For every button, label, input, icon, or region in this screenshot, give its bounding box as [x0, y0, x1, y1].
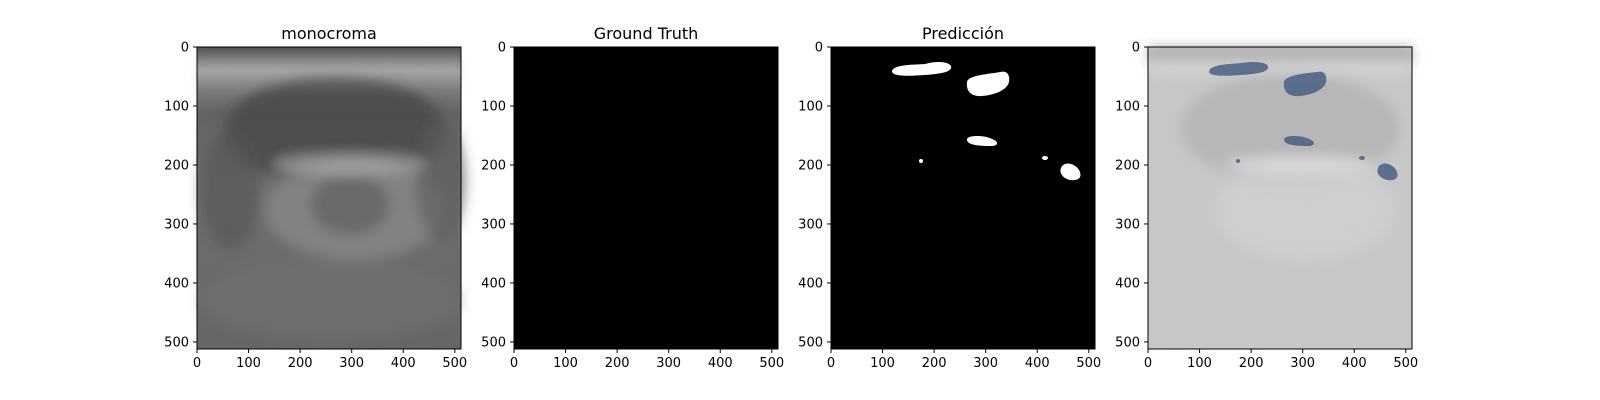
panel-1 [197, 47, 465, 349]
y-tick-label: 500 [1115, 335, 1140, 350]
x-tick-label: 300 [656, 356, 681, 371]
y-tick-label: 0 [1132, 41, 1140, 56]
prediction-blob [1060, 163, 1081, 181]
panel-3-image [831, 47, 1095, 349]
y-tick-label: 0 [815, 41, 823, 56]
y-tick-label: 300 [481, 217, 506, 232]
y-tick-label: 200 [164, 158, 189, 173]
x-tick-label: 200 [288, 356, 313, 371]
y-tick-label: 500 [798, 335, 823, 350]
y-tick-label: 0 [181, 41, 189, 56]
x-tick-label: 0 [510, 356, 518, 371]
panel-title: Ground Truth [594, 24, 699, 43]
overlay-blob [1236, 159, 1240, 163]
prediction-blob [919, 159, 923, 163]
x-tick-label: 0 [193, 356, 201, 371]
x-tick-label: 500 [759, 356, 784, 371]
y-tick-label: 100 [1115, 99, 1140, 114]
panel-4 [1148, 47, 1412, 349]
panel-3 [831, 47, 1095, 349]
y-tick-label: 100 [798, 99, 823, 114]
y-tick-label: 100 [481, 99, 506, 114]
x-tick-label: 100 [1187, 356, 1212, 371]
y-tick-label: 400 [1115, 276, 1140, 291]
x-tick-label: 400 [708, 356, 733, 371]
axes-frame [196, 46, 462, 350]
x-tick-label: 200 [922, 356, 947, 371]
overlay-blob [1283, 136, 1315, 146]
x-tick-label: 500 [1076, 356, 1101, 371]
panel-3-axes: Predicción 0 100 200 300 400 500 0 100 200 300 400 5… [798, 24, 1101, 371]
y-tick-label: 100 [164, 99, 189, 114]
x-tick-label: 500 [442, 356, 467, 371]
y-tick-label: 200 [481, 158, 506, 173]
prediction-blob [966, 136, 998, 146]
y-tick-label: 200 [1115, 158, 1140, 173]
x-tick-label: 100 [870, 356, 895, 371]
x-tick-label: 0 [827, 356, 835, 371]
overlay-blob [1359, 156, 1365, 160]
prediction-blobs [892, 61, 1081, 181]
overlay-blob [1283, 71, 1327, 97]
panel-1-axes: monocroma 0 100 200 300 400 500 0 100 200 300 400 50… [164, 24, 467, 371]
panel-4-axes: 0 100 200 300 400 500 0 100 200 300 400 500 [1115, 41, 1418, 372]
x-tick-label: 400 [391, 356, 416, 371]
prediction-blob [1042, 156, 1048, 160]
panel-title: monocroma [281, 24, 377, 43]
y-tick-label: 400 [164, 276, 189, 291]
prediction-blob [892, 61, 952, 76]
x-tick-label: 300 [339, 356, 364, 371]
y-tick-label: 0 [498, 41, 506, 56]
x-tick-label: 200 [1239, 356, 1264, 371]
x-tick-label: 300 [1290, 356, 1315, 371]
panel-2-axes: Ground Truth 0 100 200 300 400 500 0 100 200 300 40… [481, 24, 784, 371]
overlay-blob [1208, 62, 1269, 76]
y-tick-label: 300 [164, 217, 189, 232]
x-tick-label: 500 [1393, 356, 1418, 371]
y-tick-label: 300 [798, 217, 823, 232]
panel-2 [514, 47, 778, 349]
x-tick-label: 0 [1144, 356, 1152, 371]
x-tick-label: 400 [1342, 356, 1367, 371]
overlay-blob [1377, 163, 1398, 181]
axes-frame [830, 46, 1096, 350]
y-tick-label: 400 [798, 276, 823, 291]
panel-title: Predicción [922, 24, 1004, 43]
y-tick-label: 500 [481, 335, 506, 350]
overlay-blobs [1208, 62, 1398, 181]
y-tick-label: 200 [798, 158, 823, 173]
x-tick-label: 200 [605, 356, 630, 371]
axes-layer: monocroma 0 100 200 300 400 500 0 100 200 300 400 50… [164, 24, 1418, 371]
prediction-blob [966, 71, 1010, 97]
axes-frame [513, 46, 779, 350]
x-tick-label: 100 [236, 356, 261, 371]
y-tick-label: 400 [481, 276, 506, 291]
axes-frame [1147, 46, 1413, 350]
panel-2-image [514, 47, 778, 349]
panel-4-image [1148, 47, 1412, 349]
panel-1-image [197, 47, 465, 349]
x-tick-label: 400 [1025, 356, 1050, 371]
y-tick-label: 500 [164, 335, 189, 350]
x-tick-label: 100 [553, 356, 578, 371]
y-tick-label: 300 [1115, 217, 1140, 232]
x-tick-label: 300 [973, 356, 998, 371]
